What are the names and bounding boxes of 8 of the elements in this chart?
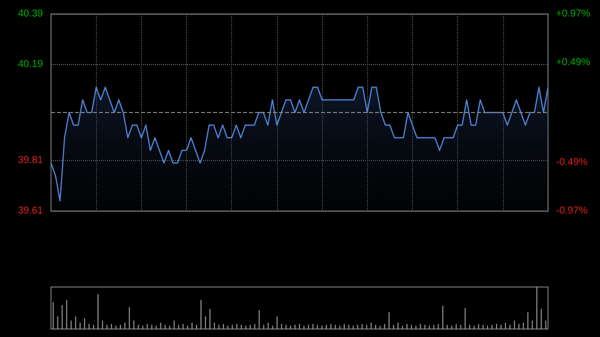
y-tick-label: 39.61	[18, 206, 44, 216]
y-tick-label: 39.81	[18, 154, 44, 166]
y2-tick-label: -0.97%	[556, 206, 588, 216]
y-tick-label: 40.19	[18, 59, 44, 70]
y2-tick-label: +0.49%	[556, 57, 590, 68]
y2-tick-label: -0.49%	[556, 156, 588, 168]
y-tick-label: 40.39	[18, 8, 44, 20]
y2-tick-label: +0.97%	[556, 8, 590, 20]
